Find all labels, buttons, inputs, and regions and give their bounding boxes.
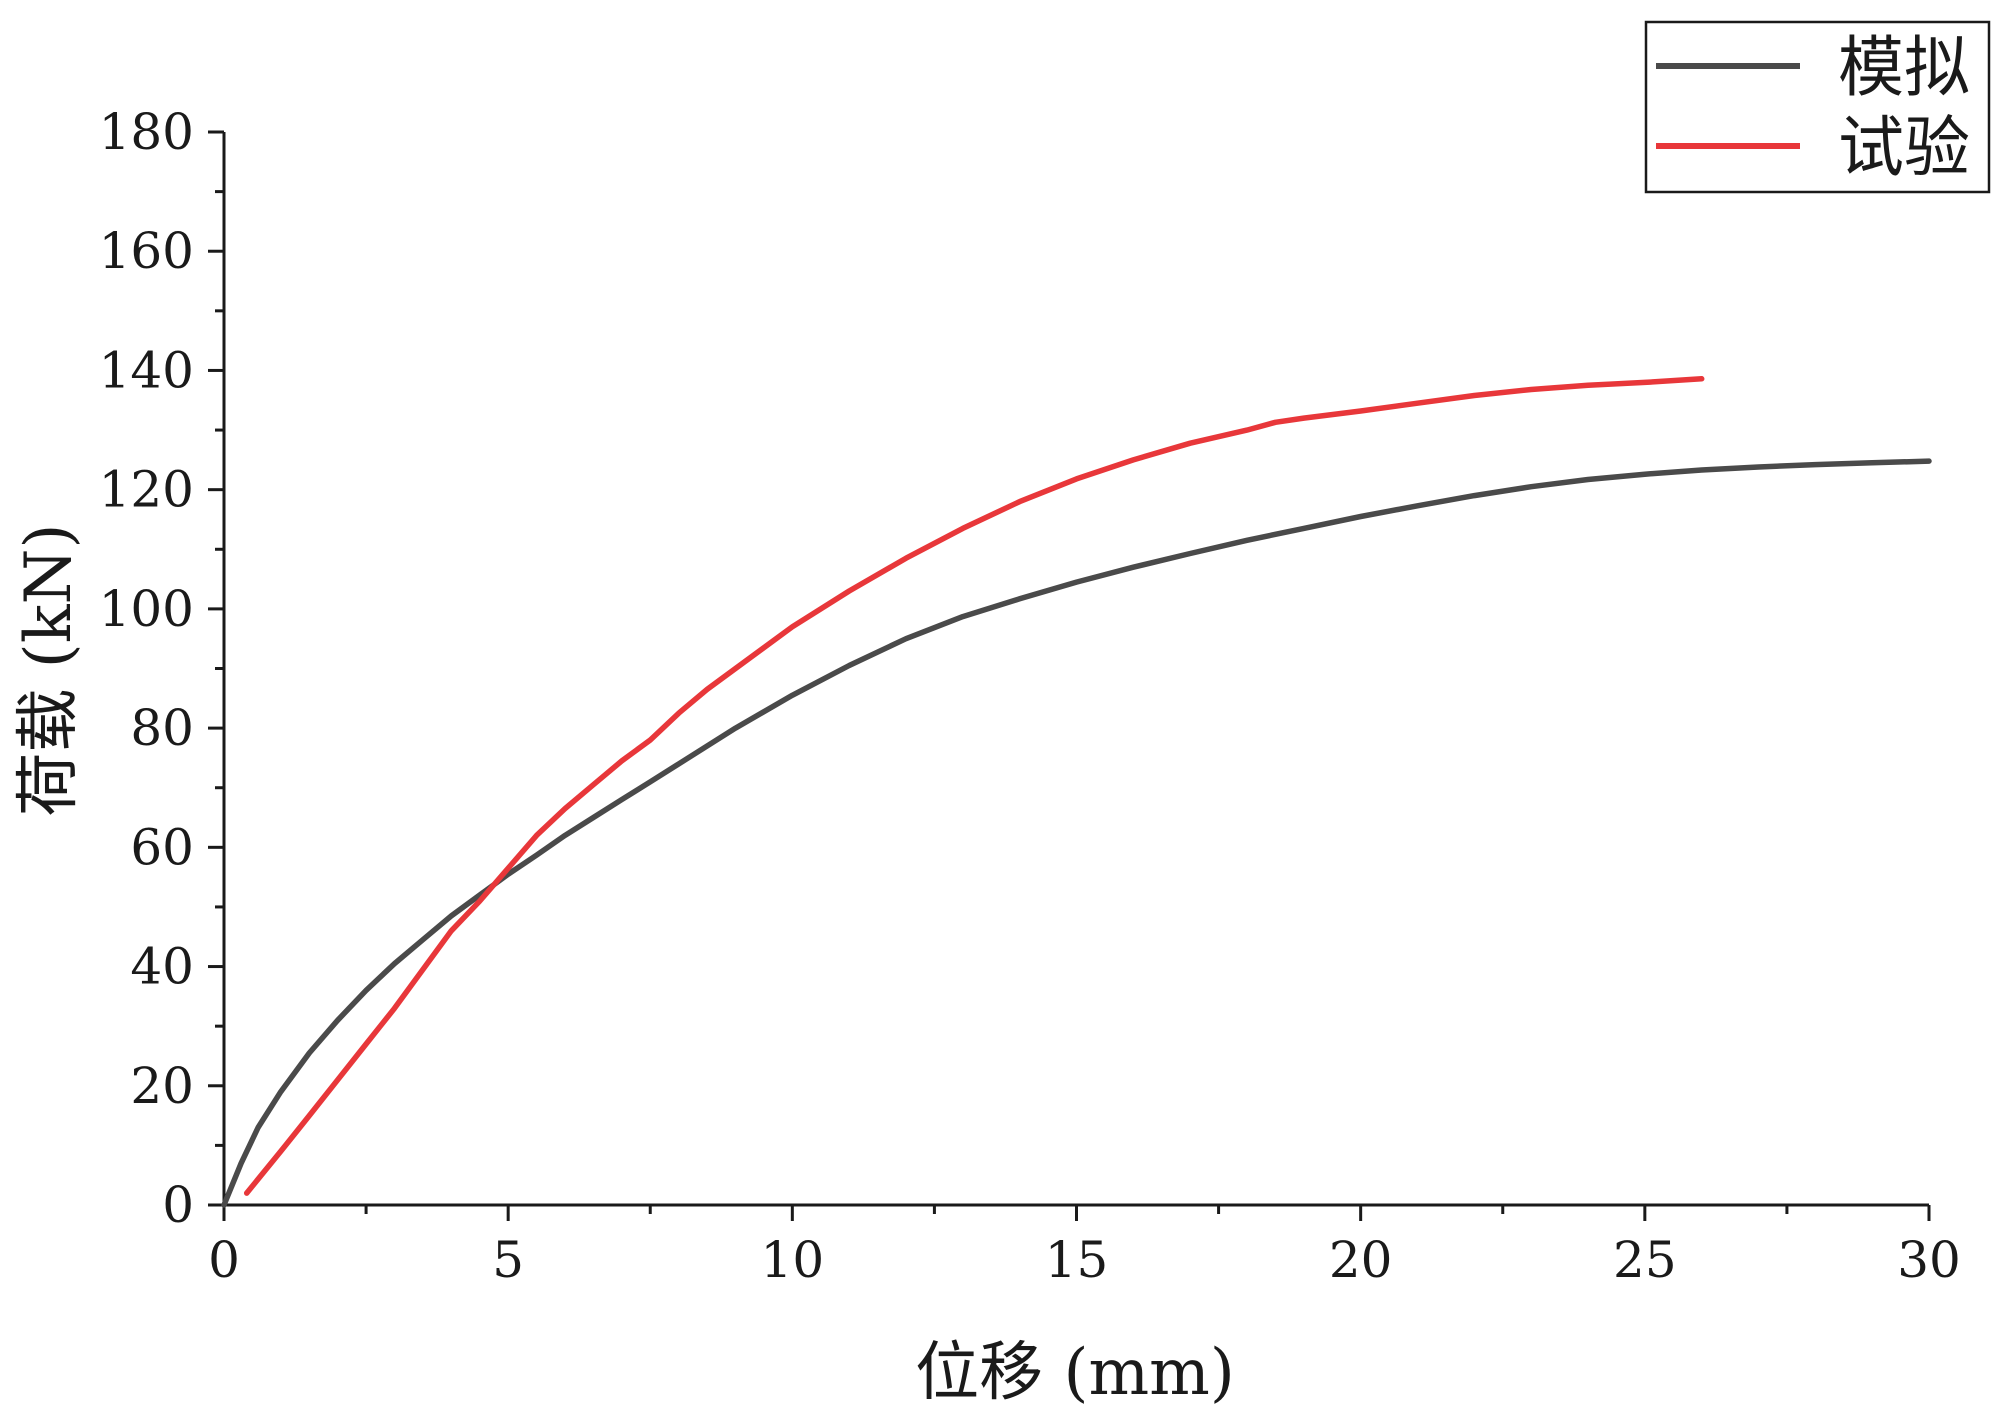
legend: 模拟 试验 [1644, 20, 1991, 194]
y-tick-label: 120 [99, 461, 194, 519]
x-tick-label: 20 [1329, 1231, 1393, 1289]
y-tick-label: 60 [130, 818, 194, 876]
y-tick-label: 0 [162, 1176, 194, 1234]
y-tick-label: 180 [99, 103, 194, 161]
y-tick-label: 80 [130, 699, 194, 757]
x-tick-label: 15 [1045, 1231, 1109, 1289]
legend-label-0: 模拟 [1838, 29, 1970, 106]
x-tick-label: 30 [1897, 1231, 1961, 1289]
x-axis-label: 位移 (mm) [915, 1336, 1235, 1407]
x-tick-label: 5 [492, 1231, 524, 1289]
y-tick-label: 40 [130, 938, 194, 996]
x-tick-label: 0 [208, 1231, 240, 1289]
y-axis-ticks: 0 20 40 60 80 100 120 140 160 180 [99, 103, 224, 1234]
series-layer [221, 376, 1932, 1208]
y-tick-label: 20 [130, 1057, 194, 1115]
legend-label-1: 试验 [1838, 109, 1970, 186]
y-axis-label: 荷载 (kN) [12, 523, 86, 816]
series-line-1 [243, 376, 1705, 1196]
x-axis-ticks: 0 5 10 15 20 25 30 [208, 1205, 1961, 1289]
series-line-0 [221, 458, 1932, 1208]
y-tick-label: 140 [99, 341, 194, 399]
legend-frame [1644, 20, 1991, 194]
x-tick-label: 25 [1613, 1231, 1677, 1289]
y-tick-label: 160 [99, 222, 194, 280]
y-tick-label: 100 [99, 580, 194, 638]
plot-area: 0 5 10 15 20 25 30 0 20 40 60 80 100 120 140 160 180 [99, 103, 1961, 1289]
x-tick-label: 10 [761, 1231, 825, 1289]
